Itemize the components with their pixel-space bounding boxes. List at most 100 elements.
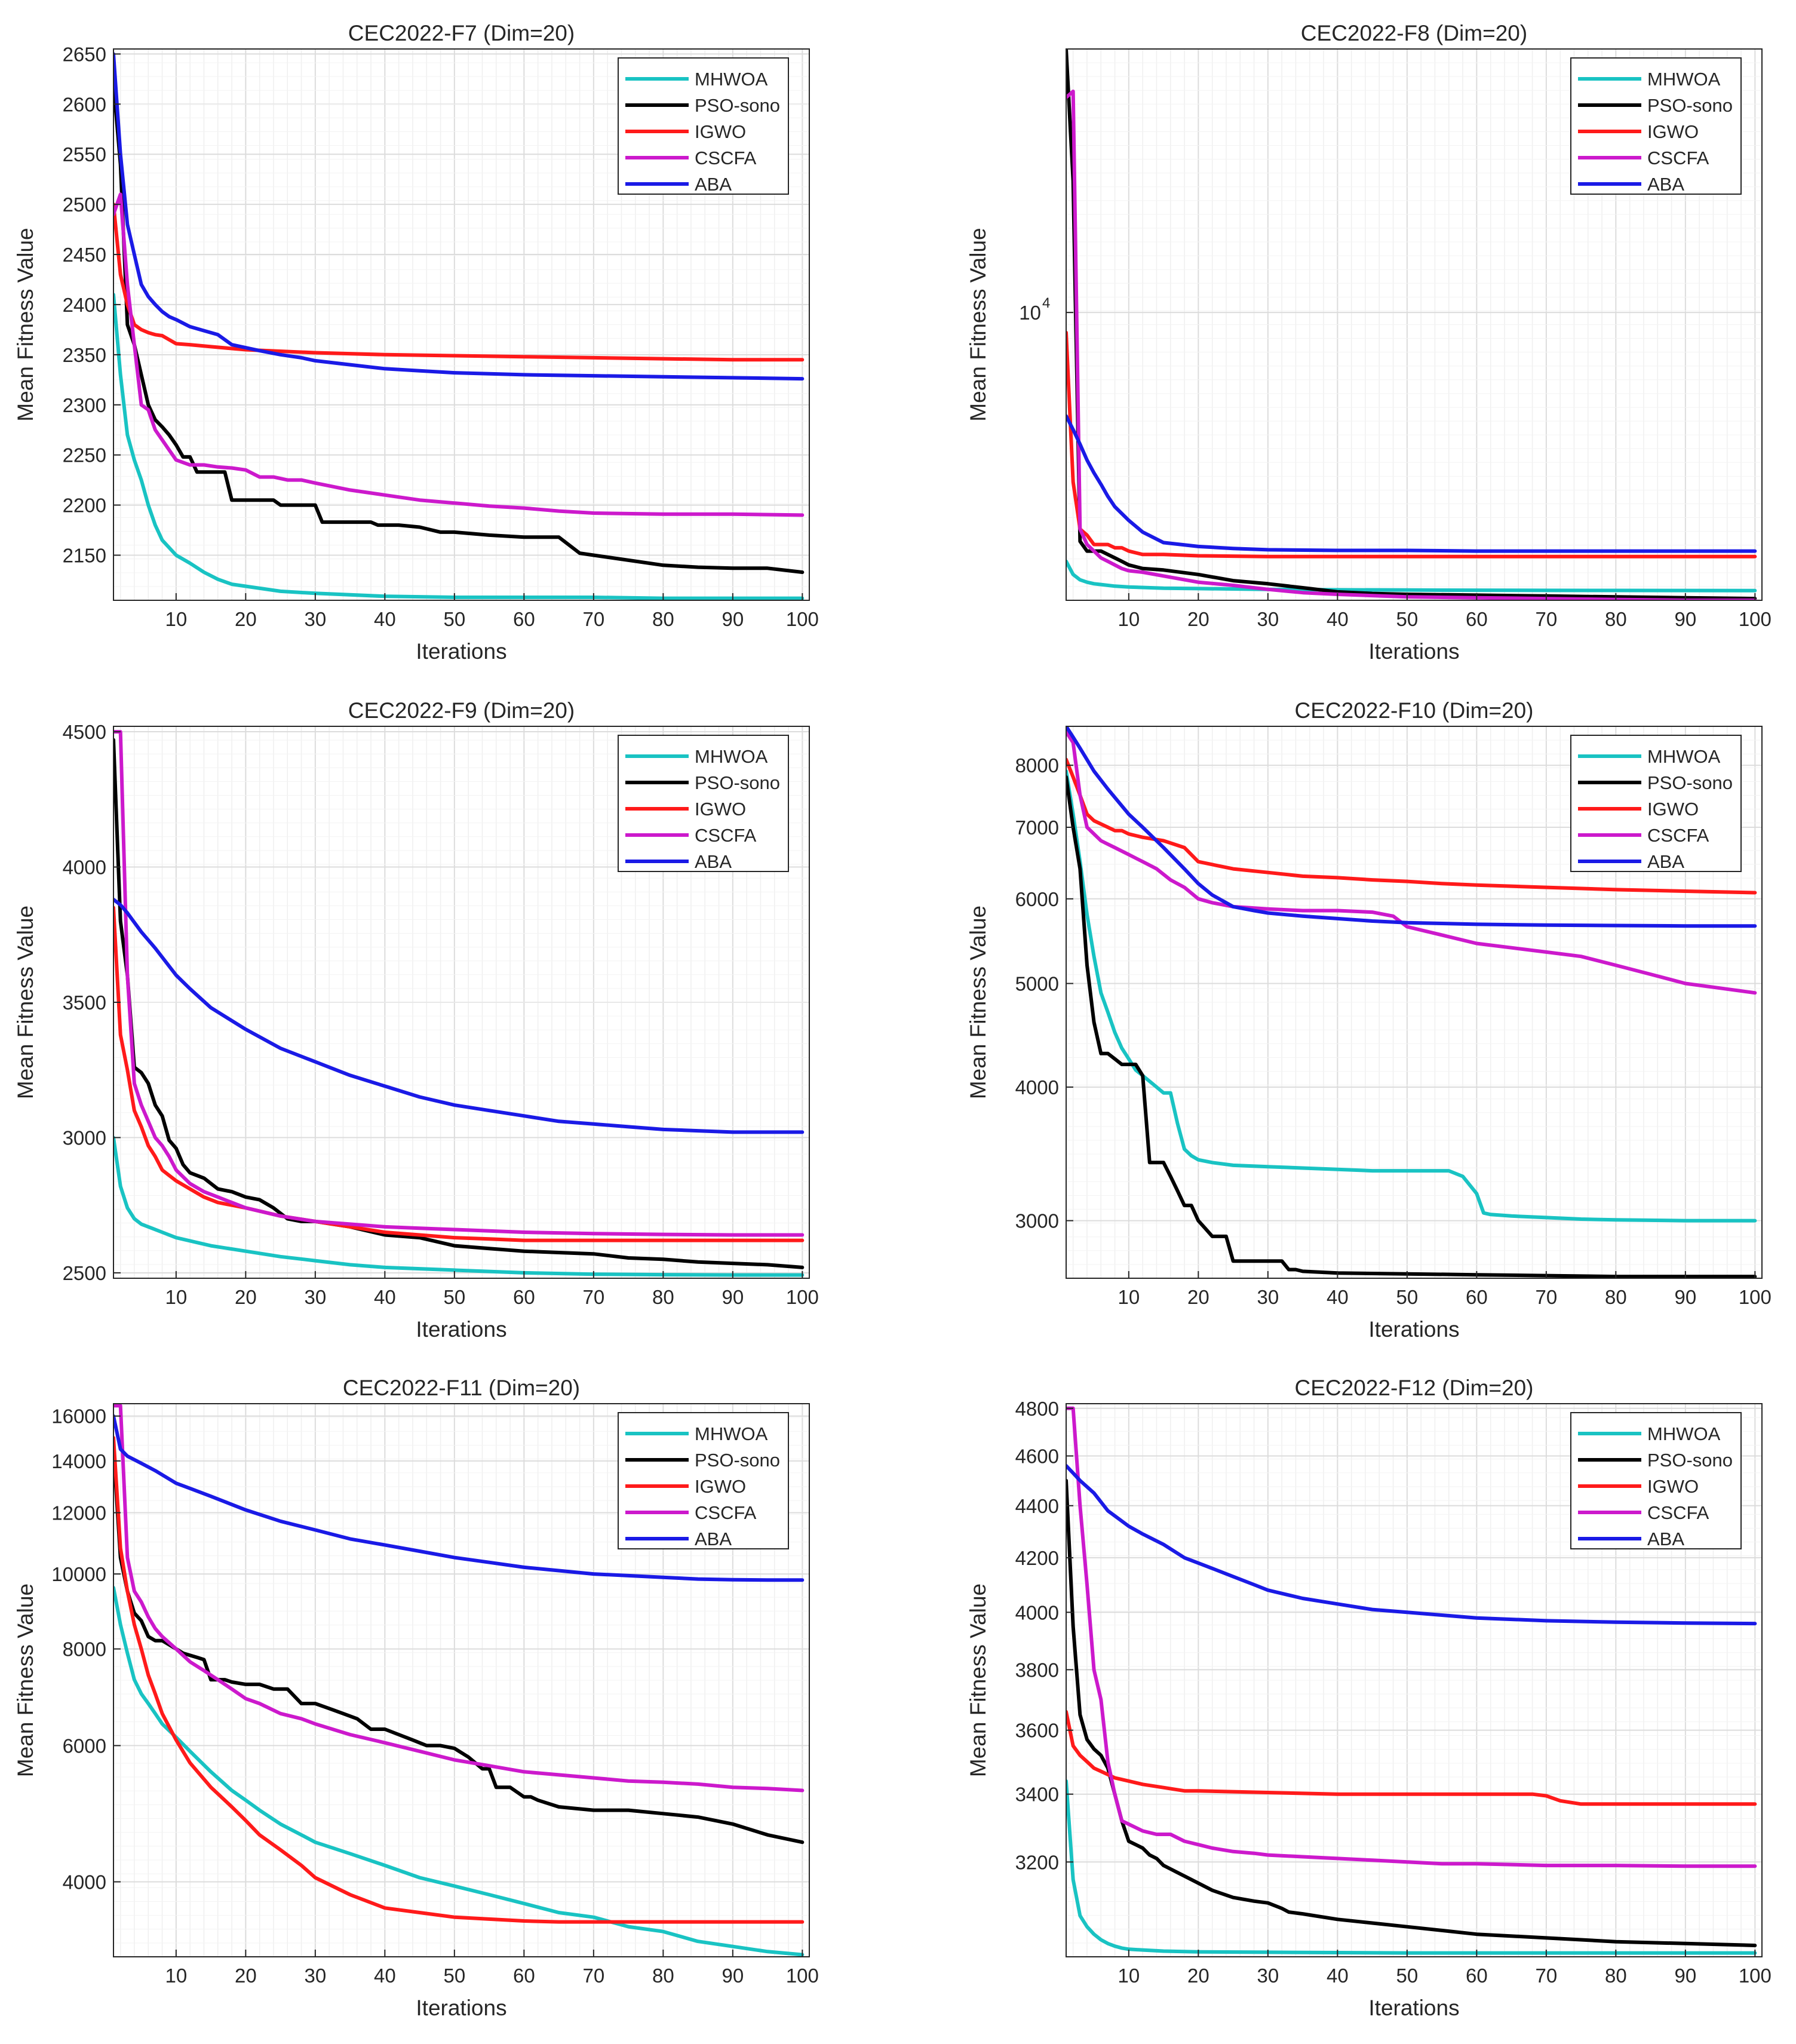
y-tick-label: 7000 — [1015, 817, 1059, 839]
x-tick-label: 30 — [1257, 1286, 1279, 1308]
series-group — [1066, 1406, 1757, 1955]
x-tick-label: 80 — [1605, 1965, 1627, 1987]
legend-label: IGWO — [1647, 121, 1699, 142]
legend-label: CSCFA — [1647, 148, 1709, 168]
legend-label: ABA — [695, 851, 732, 872]
x-tick-label: 30 — [1257, 608, 1279, 630]
axes-box — [113, 48, 810, 601]
x-tick-label: 60 — [1466, 608, 1488, 630]
x-tick-label: 100 — [1739, 1965, 1772, 1987]
series-line-cscfa — [113, 730, 805, 1237]
y-axis-label: Mean Fitness Value — [13, 906, 38, 1099]
series-group — [113, 1404, 805, 1957]
axes-box — [1066, 48, 1763, 601]
series-line-cscfa — [1066, 1406, 1757, 1868]
legend-label: PSO-sono — [1647, 95, 1733, 116]
legend-label: ABA — [695, 1529, 732, 1549]
y-tick-label: 2400 — [63, 294, 106, 316]
series-line-igwo — [113, 1436, 805, 1924]
chart-3: 10 20 30 40 50 60 70 80 90 100 2500 3000 3500 4000 450… — [13, 698, 819, 1342]
series-line-igwo — [1066, 1710, 1757, 1806]
legend-label: PSO-sono — [695, 1450, 780, 1471]
x-tick-label: 90 — [722, 1286, 744, 1308]
x-tick-label: 80 — [652, 1965, 674, 1987]
x-tick-label: 90 — [1674, 1965, 1696, 1987]
legend-label: IGWO — [1647, 1476, 1699, 1497]
x-tick-label: 10 — [165, 608, 187, 630]
x-tick-label: 20 — [1187, 1286, 1209, 1308]
y-tick-label: 2150 — [63, 544, 106, 566]
chart-5: 10 20 30 40 50 60 70 80 90 100 4000 6000 8000 10000 12… — [13, 1376, 819, 2020]
x-tick-label: 40 — [374, 608, 396, 630]
y-tick-label: 8000 — [63, 1638, 106, 1661]
series-group — [113, 52, 805, 600]
x-tick-label: 30 — [304, 1965, 326, 1987]
x-axis-label: Iterations — [416, 1996, 506, 2020]
legend-label: IGWO — [695, 799, 746, 820]
y-tick-label: 3000 — [63, 1127, 106, 1149]
y-tick-label: 14000 — [51, 1450, 106, 1472]
x-tick-label: 80 — [652, 608, 674, 630]
chart-title: CEC2022-F12 (Dim=20) — [1295, 1376, 1534, 1400]
x-tick-label: 40 — [1327, 1286, 1349, 1308]
x-tick-label: 100 — [786, 608, 819, 630]
x-tick-label: 10 — [165, 1286, 187, 1308]
series-line-igwo — [1066, 757, 1757, 895]
series-line-aba — [113, 897, 805, 1134]
x-tick-label: 90 — [1674, 608, 1696, 630]
x-tick-label: 20 — [1187, 1965, 1209, 1987]
x-tick-label: 80 — [652, 1286, 674, 1308]
y-tick-label: 4500 — [63, 721, 106, 743]
x-tick-label: 90 — [1674, 1286, 1696, 1308]
legend: MHWOA PSO-sono IGWO CSCFA ABA — [618, 1412, 789, 1549]
legend-label: ABA — [695, 174, 732, 195]
y-tick-label: 3500 — [63, 992, 106, 1014]
legend-label: MHWOA — [1647, 69, 1721, 90]
y-tick-label: 4000 — [1015, 1601, 1059, 1623]
x-axis-label: Iterations — [1368, 1996, 1459, 2020]
legend-label: PSO-sono — [1647, 772, 1733, 793]
y-tick-label: 2550 — [63, 143, 106, 165]
legend-label: PSO-sono — [695, 772, 780, 793]
x-tick-label: 50 — [1396, 1965, 1418, 1987]
y-axis-label: Mean Fitness Value — [13, 228, 38, 421]
y-axis-label: Mean Fitness Value — [966, 906, 990, 1099]
chart-title: CEC2022-F7 (Dim=20) — [348, 21, 575, 45]
series-line-cscfa — [1066, 730, 1757, 995]
series-line-pso-sono — [1066, 1478, 1757, 1947]
series-line-mhwoa — [1066, 769, 1757, 1223]
series-line-aba — [1066, 1463, 1757, 1626]
x-tick-label: 20 — [1187, 608, 1209, 630]
series-group — [1066, 49, 1757, 600]
legend-label: CSCFA — [695, 825, 757, 846]
x-tick-label: 20 — [235, 1965, 257, 1987]
series-line-mhwoa — [1066, 1779, 1757, 1955]
x-tick-label: 50 — [1396, 1286, 1418, 1308]
x-tick-label: 60 — [513, 1965, 535, 1987]
y-tick-label: 4000 — [1015, 1076, 1059, 1098]
legend: MHWOA PSO-sono IGWO CSCFA ABA — [618, 735, 789, 872]
y-tick-label: 2450 — [63, 244, 106, 266]
series-group — [113, 730, 805, 1277]
y-axis-label: Mean Fitness Value — [966, 1583, 990, 1777]
y-tick-label: 12000 — [51, 1502, 106, 1524]
legend-label: MHWOA — [1647, 746, 1721, 767]
y-tick-label: 2650 — [63, 43, 106, 65]
y-tick-label: 8000 — [1015, 754, 1059, 777]
legend-label: MHWOA — [695, 69, 768, 90]
y-tick-label: 2350 — [63, 344, 106, 366]
legend-label: IGWO — [695, 121, 746, 142]
x-tick-label: 100 — [786, 1965, 819, 1987]
legend-label: CSCFA — [695, 1502, 757, 1523]
x-tick-label: 40 — [374, 1965, 396, 1987]
series-line-aba — [1066, 726, 1757, 928]
y-tick-label: 2300 — [63, 394, 106, 416]
x-tick-label: 40 — [374, 1286, 396, 1308]
chart-4: 10 20 30 40 50 60 70 80 90 100 3000 4000 5000 6000 700… — [966, 698, 1772, 1342]
x-tick-label: 60 — [513, 608, 535, 630]
series-line-mhwoa — [1066, 559, 1757, 593]
x-tick-label: 90 — [722, 608, 744, 630]
series-line-igwo — [113, 202, 805, 362]
